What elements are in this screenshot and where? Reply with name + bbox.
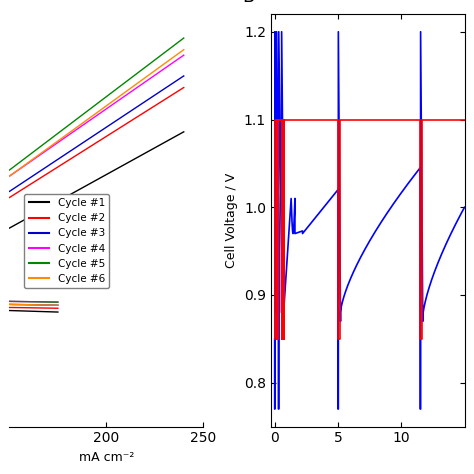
X-axis label: mA cm⁻²: mA cm⁻² [79,451,134,464]
Y-axis label: Cell Voltage / V: Cell Voltage / V [225,173,238,268]
Legend: Cycle #1, Cycle #2, Cycle #3, Cycle #4, Cycle #5, Cycle #6: Cycle #1, Cycle #2, Cycle #3, Cycle #4, … [24,194,109,288]
Text: B: B [242,0,254,6]
